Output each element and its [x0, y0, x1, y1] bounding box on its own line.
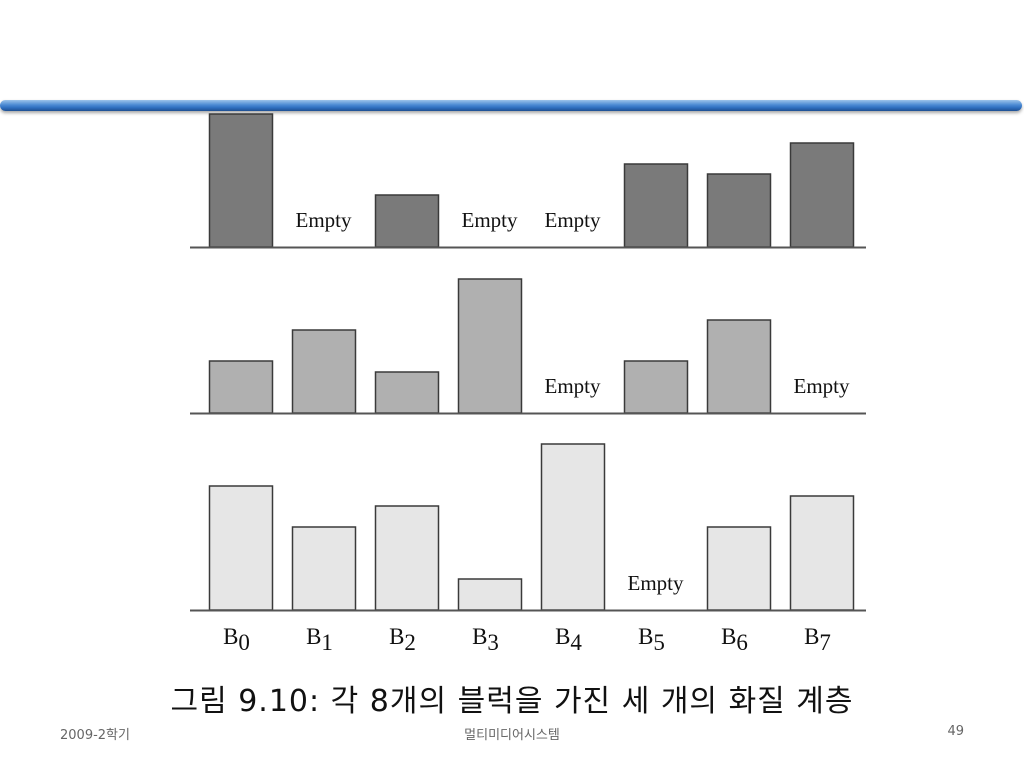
bar [457, 278, 523, 414]
category-label: B7 [804, 624, 831, 655]
category-label: B5 [638, 624, 665, 655]
bar [706, 526, 772, 611]
bar [208, 485, 274, 611]
bar [623, 163, 689, 248]
bar [789, 142, 855, 248]
footer-semester: 2009-2학기 [60, 728, 130, 743]
figure-caption: 그림 9.10: 각 8개의 블럭을 가진 세 개의 화질 계층 [170, 684, 854, 719]
bar [291, 329, 357, 414]
bar [706, 173, 772, 248]
empty-label: Empty [628, 571, 684, 595]
bar [208, 360, 274, 414]
bar [706, 319, 772, 414]
category-label: B2 [389, 624, 416, 655]
empty-label: Empty [462, 208, 518, 232]
bar [789, 495, 855, 611]
bar [374, 505, 440, 611]
bar [540, 443, 606, 611]
bar [291, 526, 357, 611]
empty-label: Empty [794, 374, 850, 398]
category-label: B0 [223, 624, 250, 655]
category-label: B3 [472, 624, 499, 655]
bar [208, 113, 274, 248]
empty-label: Empty [296, 208, 352, 232]
bar [374, 194, 440, 248]
empty-label: Empty [545, 374, 601, 398]
bar [457, 578, 523, 611]
header-accent-rule [0, 100, 1022, 111]
footer-page-number: 49 [947, 724, 964, 739]
category-label: B1 [306, 624, 333, 655]
footer-course-title: 멀티미디어시스템 [464, 728, 560, 743]
category-label: B4 [555, 624, 582, 655]
empty-label: Empty [545, 208, 601, 232]
bar [374, 371, 440, 414]
category-label: B6 [721, 624, 748, 655]
bar [623, 360, 689, 414]
